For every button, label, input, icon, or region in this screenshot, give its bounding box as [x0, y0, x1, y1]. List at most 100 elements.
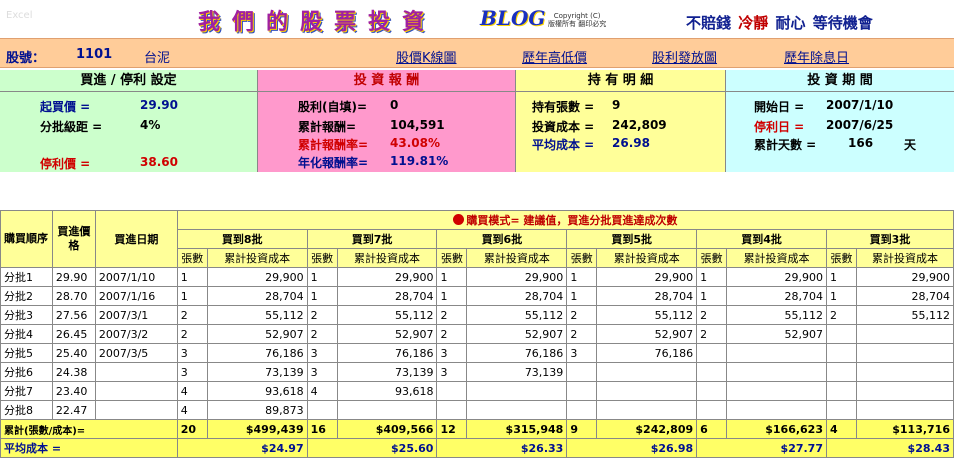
avg-cost: $25.60	[306, 438, 438, 458]
table-row: 分批7 23.40 4 93,618 4 93,618	[0, 381, 954, 401]
panel-period: 投 資 期 間 開始日 = 2007/1/10 停利日 = 2007/6/25 …	[726, 70, 954, 172]
qty-cell: 1	[696, 267, 728, 287]
label: 開始日 =	[754, 100, 805, 114]
batch-order: 分批3	[0, 305, 53, 325]
cost-header: 累計投資成本	[336, 248, 438, 268]
qty-header: 張數	[436, 248, 468, 268]
qty-cell	[306, 400, 338, 420]
value: 104,591	[390, 118, 445, 132]
cost-cell: 76,186	[466, 343, 568, 363]
qty-cell	[826, 362, 857, 382]
batch-order: 分批6	[0, 362, 53, 382]
qty-cell: 3	[306, 343, 338, 363]
batch-date: 2007/3/5	[94, 343, 178, 363]
link-highlow[interactable]: 歷年高低價	[522, 51, 588, 66]
value: 9	[612, 98, 621, 112]
cost-cell: 73,139	[336, 362, 438, 382]
qty-cell	[696, 362, 728, 382]
value: 43.08%	[390, 136, 440, 150]
cost-cell	[336, 400, 438, 420]
cost-cell: 28,704	[206, 286, 308, 306]
qty-cell: 2	[306, 305, 338, 325]
label: 投資成本 =	[532, 120, 595, 134]
batch-date	[94, 400, 178, 420]
batch-date: 2007/1/16	[94, 286, 178, 306]
stock-bar: 股號： 1101 台泥 股價K線圖 歷年高低價 股利發放圖 歷年除息日	[0, 38, 954, 68]
qty-cell: 2	[436, 324, 468, 344]
site-title: 我們的股票投資	[198, 10, 437, 35]
label: 累計報酬率=	[298, 138, 369, 152]
link-dividend[interactable]: 股利發放圖	[652, 51, 718, 66]
value: 2007/1/10	[826, 98, 894, 112]
cost-cell	[855, 381, 954, 401]
value: 4%	[140, 118, 161, 132]
cost-cell: 76,186	[596, 343, 698, 363]
cost-cell	[466, 400, 568, 420]
batch-date: 2007/3/1	[94, 305, 178, 325]
cost-cell: 29,900	[336, 267, 438, 287]
qty-cell	[566, 362, 598, 382]
purchase-mode: 購買模式= 建議值，買進分批買進達成次數	[176, 210, 954, 230]
panel-title: 持 有 明 細	[516, 70, 725, 92]
qty-cell: 1	[436, 267, 468, 287]
qty-cell: 2	[436, 305, 468, 325]
batch-header: 買到6批	[436, 229, 568, 249]
cost-cell: 55,112	[855, 305, 954, 325]
cost-cell: 28,704	[466, 286, 568, 306]
qty-cell: 1	[306, 286, 338, 306]
label: 持有張數 =	[532, 100, 595, 114]
label: 累計報酬=	[298, 120, 357, 134]
avg-label: 平均成本 =	[0, 438, 178, 458]
table-row: 分批6 24.38 3 73,139 3 73,139 3 73,139	[0, 362, 954, 382]
cost-cell: 28,704	[855, 286, 954, 306]
batch-date	[94, 362, 178, 382]
link-kline[interactable]: 股價K線圖	[396, 51, 457, 66]
corner-label: Excel	[6, 10, 33, 21]
qty-cell	[436, 400, 468, 420]
sub-header-row: 張數 累計投資成本 張數 累計投資成本 張數 累計投資成本 張數 累計投資成本 張數 累計投資成本…	[1, 248, 954, 268]
col-order-header: 購買順序	[0, 210, 53, 268]
sum-qty: 16	[306, 419, 338, 439]
sum-label: 累計(張數/成本)=	[0, 419, 178, 439]
cost-header: 累計投資成本	[206, 248, 308, 268]
qty-cell	[566, 381, 598, 401]
link-exdiv[interactable]: 歷年除息日	[784, 51, 850, 66]
panel-title: 投 資 報 酬	[258, 70, 515, 92]
cost-cell: 55,112	[206, 305, 308, 325]
cost-cell	[726, 362, 827, 382]
cost-cell	[596, 381, 698, 401]
cost-cell: 93,618	[206, 381, 308, 401]
cost-cell	[855, 400, 954, 420]
qty-cell: 1	[176, 286, 208, 306]
sum-row: 累計(張數/成本)= 20 $499,439 16 $409,566 12 $315,948…	[0, 419, 954, 439]
batch-price: 26.45	[51, 324, 96, 344]
qty-cell: 3	[306, 362, 338, 382]
table-row: 分批1 29.90 2007/1/10 1 29,900 1 29,900 1 29,900 1 2…	[0, 267, 954, 287]
qty-header: 張數	[306, 248, 338, 268]
cost-cell	[726, 343, 827, 363]
summary-panels: 買進 / 停利 設定 起買價 = 29.90 分批級距 = 4% 停利價 = 3…	[0, 70, 954, 172]
batch-price: 24.38	[51, 362, 96, 382]
qty-cell: 1	[436, 286, 468, 306]
batch-header-row: 買到8批 買到7批 買到6批 買到5批 買到4批 買到3批	[1, 229, 954, 249]
cost-header: 累計投資成本	[466, 248, 568, 268]
cost-cell: 89,873	[206, 400, 308, 420]
table-row: 分批3 27.56 2007/3/1 2 55,112 2 55,112 2 55,112 2 55…	[0, 305, 954, 325]
sum-cost: $499,439	[206, 419, 308, 439]
value: 29.90	[140, 98, 178, 112]
batch-header: 買到8批	[176, 229, 308, 249]
value: 2007/6/25	[826, 118, 894, 132]
sum-cost: $113,716	[855, 419, 954, 439]
batch-order: 分批5	[0, 343, 53, 363]
qty-cell: 1	[826, 267, 857, 287]
value: 0	[390, 98, 399, 112]
batch-price: 29.90	[51, 267, 96, 287]
batch-header: 買到7批	[306, 229, 438, 249]
panel-title: 買進 / 停利 設定	[0, 70, 257, 92]
cost-cell: 29,900	[596, 267, 698, 287]
sum-cost: $242,809	[596, 419, 698, 439]
value: 26.98	[612, 136, 650, 150]
batch-price: 22.47	[51, 400, 96, 420]
qty-cell: 1	[566, 286, 598, 306]
batch-price: 27.56	[51, 305, 96, 325]
